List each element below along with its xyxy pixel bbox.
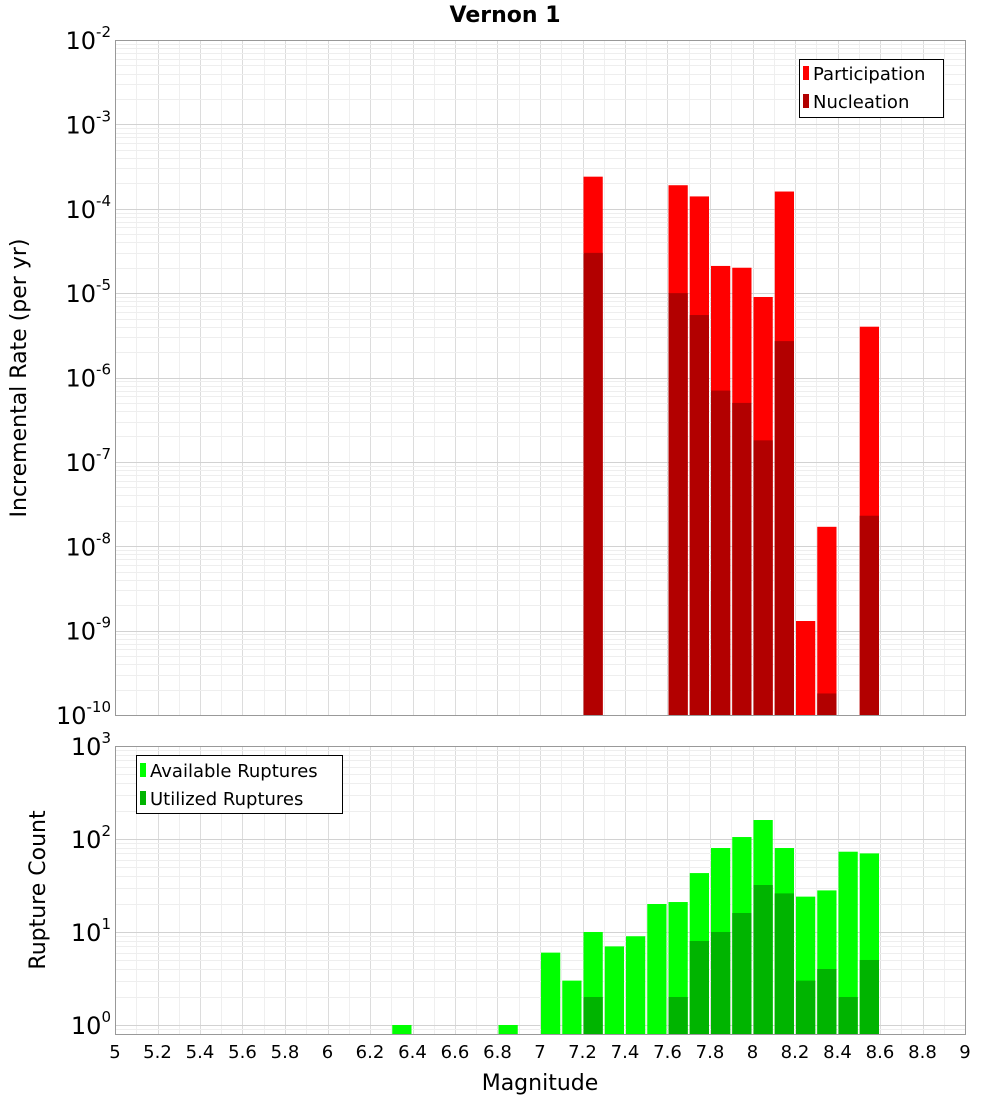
top-y-tick-label: 10-9 [65, 614, 111, 646]
x-tick-label: 5.8 [271, 1042, 300, 1063]
bottom-bar-utilized-ruptures [838, 996, 858, 1034]
x-tick-label: 9 [959, 1042, 970, 1063]
bottom-bar-available-ruptures [604, 946, 624, 1034]
top-y-tick-label: 10-4 [65, 192, 111, 224]
legend-label-participation: Participation [813, 64, 925, 85]
legend-swatch-nucleation [803, 94, 809, 108]
bottom-bar-utilized-ruptures [583, 996, 603, 1034]
top-bar-nucleation [753, 440, 773, 715]
bottom-bar-utilized-ruptures [774, 893, 794, 1034]
bottom-y-tick-labels: 103 102 101 100 [71, 729, 111, 1040]
x-axis-label: Magnitude [482, 1071, 599, 1096]
top-plot-bars [583, 176, 879, 716]
x-tick-label: 7.8 [696, 1042, 725, 1063]
bottom-plot-grid [115, 746, 965, 1034]
bottom-bar-available-ruptures [498, 1024, 518, 1034]
top-bar-nucleation [668, 293, 688, 716]
bottom-bar-utilized-ruptures [859, 959, 879, 1034]
bottom-legend: Available Ruptures Utilized Ruptures [136, 755, 343, 814]
top-y-tick-label: 10-6 [65, 361, 111, 393]
x-tick-label: 5.6 [228, 1042, 257, 1063]
bottom-bar-available-ruptures [626, 936, 646, 1034]
x-tick-label: 7.4 [611, 1042, 640, 1063]
x-tick-label: 6.8 [483, 1042, 512, 1063]
bottom-bar-utilized-ruptures [711, 931, 731, 1034]
bottom-bar-utilized-ruptures [753, 885, 773, 1034]
bottom-plot-bars [392, 820, 879, 1034]
top-y-tick-label: 10-10 [56, 698, 111, 730]
x-tick-label: 6.6 [441, 1042, 470, 1063]
bottom-y-tick-label: 103 [71, 729, 111, 761]
bottom-bar-utilized-ruptures [668, 996, 688, 1034]
top-y-tick-label: 10-3 [65, 107, 111, 139]
legend-swatch-available-ruptures [140, 763, 146, 777]
bottom-bar-available-ruptures [541, 952, 561, 1034]
bottom-plot-frame [115, 746, 966, 1035]
x-tick-label: 6 [322, 1042, 333, 1063]
top-plot-grid [115, 40, 965, 715]
x-tick-label: 8.4 [823, 1042, 852, 1063]
top-bar-participation [817, 526, 837, 715]
x-tick-label: 5.4 [186, 1042, 215, 1063]
top-bar-nucleation [817, 693, 837, 715]
top-bar-nucleation [711, 390, 731, 715]
top-bar-nucleation [732, 402, 752, 715]
legend-label-nucleation: Nucleation [813, 92, 909, 113]
legend-label-utilized-ruptures: Utilized Ruptures [150, 789, 303, 810]
bottom-y-tick-label: 102 [71, 822, 111, 854]
top-y-axis-label: Incremental Rate (per yr) [7, 239, 32, 518]
legend-swatch-participation [803, 66, 809, 80]
bottom-bar-available-ruptures [392, 1024, 412, 1034]
top-y-tick-label: 10-8 [65, 529, 111, 561]
top-legend-box [799, 59, 944, 118]
x-tick-label: 8.2 [781, 1042, 810, 1063]
bottom-y-axis-label: Rupture Count [26, 810, 51, 970]
bottom-bar-utilized-ruptures [796, 980, 816, 1034]
x-tick-labels: 5 5.2 5.4 5.6 5.8 6 6.2 6.4 6.6 6.8 7 7.2 7.4 7.6 7.8 8… [109, 1042, 970, 1063]
x-tick-label: 6.4 [398, 1042, 427, 1063]
bottom-bar-utilized-ruptures [689, 941, 709, 1034]
chart-title: Vernon 1 [450, 3, 561, 28]
top-legend: Participation Nucleation [799, 59, 944, 118]
x-tick-label: 6.2 [356, 1042, 385, 1063]
top-bar-participation [796, 621, 816, 715]
bottom-bar-utilized-ruptures [817, 969, 837, 1034]
x-tick-label: 7.6 [653, 1042, 682, 1063]
bottom-bar-available-ruptures [562, 980, 582, 1034]
x-tick-label: 8.6 [866, 1042, 895, 1063]
bottom-legend-box [136, 755, 343, 814]
bottom-bar-available-ruptures [838, 851, 858, 1034]
x-tick-label: 8 [747, 1042, 758, 1063]
legend-swatch-utilized-ruptures [140, 791, 146, 805]
top-bar-nucleation [583, 252, 603, 715]
top-y-tick-label: 10-5 [65, 276, 111, 308]
top-bar-nucleation [689, 315, 709, 715]
top-y-tick-label: 10-7 [65, 445, 111, 477]
bottom-bar-utilized-ruptures [732, 913, 752, 1034]
x-tick-label: 5.2 [143, 1042, 172, 1063]
bottom-y-tick-label: 100 [71, 1008, 111, 1040]
top-y-tick-labels: 10-2 10-3 10-4 10-5 10-6 10-7 10-8 10-9 10-10 [56, 23, 111, 730]
x-tick-label: 5 [109, 1042, 120, 1063]
bottom-y-tick-label: 101 [71, 915, 111, 947]
top-bar-nucleation [859, 515, 879, 715]
x-tick-label: 7.2 [568, 1042, 597, 1063]
legend-label-available-ruptures: Available Ruptures [150, 761, 318, 782]
top-y-tick-label: 10-2 [65, 23, 111, 55]
bottom-bar-available-ruptures [647, 904, 667, 1034]
top-bar-nucleation [774, 341, 794, 715]
top-plot-frame [115, 40, 966, 716]
x-tick-label: 8.8 [908, 1042, 937, 1063]
x-tick-label: 7 [534, 1042, 545, 1063]
